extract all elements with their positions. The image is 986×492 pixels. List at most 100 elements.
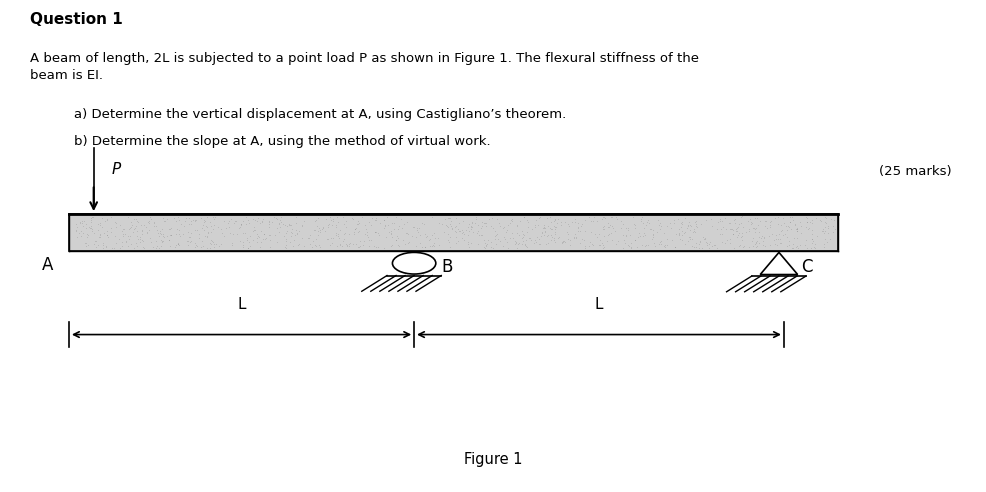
Point (364, 221, 380, 229)
Point (412, 231, 428, 239)
Point (674, 231, 690, 239)
Point (186, 226, 202, 234)
Point (149, 242, 165, 249)
Point (283, 232, 299, 240)
Text: A beam of length, 2L is subjected to a point load P as shown in Figure 1. The fl: A beam of length, 2L is subjected to a p… (30, 52, 698, 82)
Point (756, 234, 772, 242)
Point (172, 232, 187, 240)
Point (313, 226, 328, 234)
Point (430, 234, 446, 242)
Point (200, 228, 216, 236)
Point (531, 214, 547, 222)
Point (126, 215, 142, 223)
Point (812, 215, 828, 223)
Point (652, 225, 668, 233)
Point (455, 226, 470, 234)
Point (139, 228, 155, 236)
Point (341, 230, 357, 238)
Point (167, 244, 182, 251)
Point (751, 239, 767, 247)
Point (776, 219, 792, 227)
Point (807, 245, 822, 252)
Point (205, 225, 221, 233)
Point (779, 222, 795, 230)
Point (509, 222, 525, 230)
Point (658, 244, 673, 251)
Point (794, 222, 810, 230)
Point (510, 229, 526, 237)
Point (819, 238, 835, 246)
Point (169, 225, 184, 233)
Point (790, 244, 806, 251)
Point (547, 223, 563, 231)
Point (546, 217, 562, 225)
Point (801, 225, 816, 233)
Point (278, 237, 294, 245)
Point (359, 228, 375, 236)
Point (284, 225, 300, 233)
Point (146, 219, 162, 227)
Point (562, 241, 578, 249)
Point (272, 223, 288, 231)
Point (156, 215, 172, 222)
Point (261, 220, 277, 228)
Point (214, 229, 230, 237)
Point (136, 245, 152, 252)
Point (99, 243, 114, 250)
Point (603, 229, 619, 237)
Point (727, 215, 742, 223)
Point (308, 235, 323, 243)
Point (261, 217, 277, 225)
Point (214, 224, 230, 232)
Point (541, 224, 557, 232)
Point (409, 226, 425, 234)
Point (122, 232, 138, 240)
Point (601, 223, 617, 231)
Point (637, 242, 653, 249)
Point (548, 223, 564, 231)
Point (231, 224, 246, 232)
Point (651, 216, 667, 224)
Point (317, 227, 332, 235)
Point (412, 239, 428, 247)
Point (351, 219, 367, 227)
Point (408, 233, 424, 241)
Point (139, 229, 155, 237)
Point (248, 230, 264, 238)
Point (377, 224, 392, 232)
Point (264, 218, 280, 226)
Point (193, 244, 209, 251)
Point (118, 237, 134, 245)
Point (120, 242, 136, 250)
Point (519, 242, 534, 250)
Point (123, 240, 139, 248)
Point (354, 213, 370, 221)
Point (185, 215, 201, 223)
Point (500, 221, 516, 229)
Point (730, 234, 745, 242)
Point (246, 227, 261, 235)
Point (713, 225, 729, 233)
Point (762, 218, 778, 226)
Point (722, 219, 738, 227)
Point (203, 240, 219, 248)
Point (689, 223, 705, 231)
Point (268, 215, 284, 222)
Point (660, 222, 675, 230)
Point (510, 240, 526, 248)
Text: B: B (442, 258, 454, 277)
Point (823, 215, 839, 222)
Point (306, 226, 321, 234)
Point (256, 235, 272, 243)
Point (258, 234, 274, 242)
Point (688, 239, 704, 246)
Point (567, 218, 583, 226)
Text: L: L (238, 298, 246, 312)
Point (623, 244, 639, 252)
Point (815, 227, 831, 235)
Point (743, 237, 759, 245)
Point (151, 229, 167, 237)
Point (235, 229, 250, 237)
Point (819, 224, 835, 232)
Point (79, 230, 95, 238)
